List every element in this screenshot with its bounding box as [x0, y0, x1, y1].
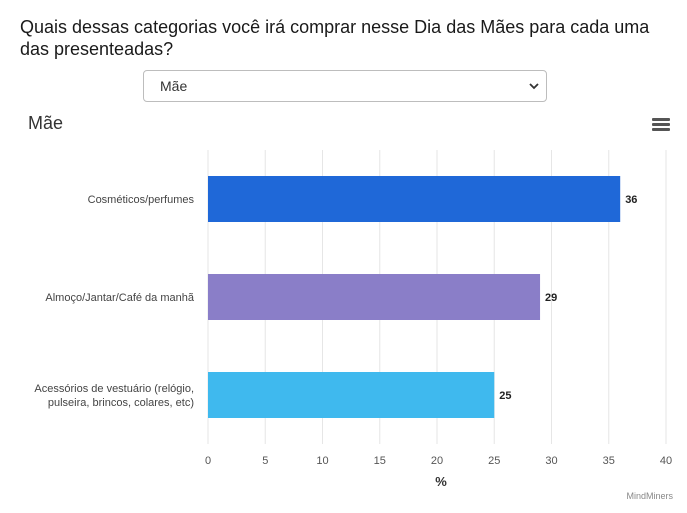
bar[interactable] — [208, 274, 541, 320]
bar[interactable] — [208, 176, 621, 222]
x-tick-label: 40 — [660, 455, 672, 467]
x-tick-label: 5 — [262, 455, 268, 467]
data-label: 29 — [545, 292, 557, 304]
hamburger-menu-icon[interactable] — [652, 118, 670, 132]
chart-title: Mãe — [28, 113, 64, 133]
credits: MindMiners — [626, 491, 673, 501]
category-label: Cosméticos/perfumes — [88, 194, 195, 206]
x-tick-label: 10 — [316, 455, 328, 467]
category-label: Almoço/Jantar/Café da manhã — [45, 292, 194, 304]
x-tick-label: 30 — [545, 455, 557, 467]
chevron-down-icon — [529, 83, 539, 90]
x-tick-label: 20 — [431, 455, 443, 467]
x-tick-label: 35 — [603, 455, 615, 467]
data-label: 36 — [625, 194, 637, 206]
select-value: Mãe — [160, 78, 188, 94]
x-tick-label: 25 — [488, 455, 500, 467]
x-tick-label: 0 — [205, 455, 211, 467]
x-axis-title: % — [435, 474, 447, 489]
survey-question: Quais dessas categorias você irá comprar… — [20, 17, 650, 59]
data-label: 25 — [499, 390, 511, 402]
x-tick-label: 15 — [374, 455, 386, 467]
bar[interactable] — [208, 372, 495, 418]
category-label: Acessórios de vestuário (relógio, pulseir… — [34, 383, 194, 409]
presenteada-select[interactable]: Mãe — [143, 70, 547, 102]
